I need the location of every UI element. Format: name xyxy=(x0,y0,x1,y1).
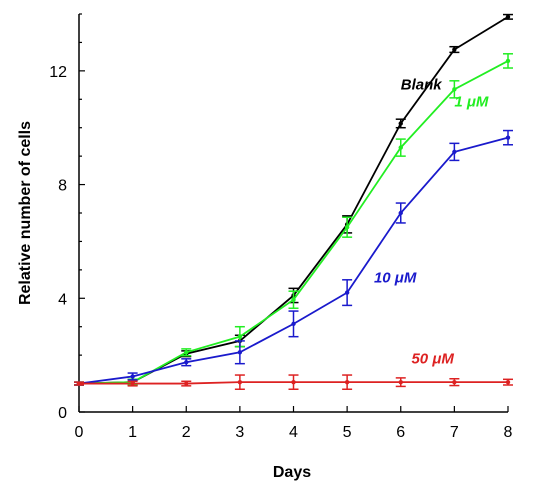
data-point xyxy=(237,350,243,355)
x-tick-label: 6 xyxy=(396,424,405,441)
data-point xyxy=(452,379,457,385)
series-label: Blank xyxy=(401,76,443,93)
data-point xyxy=(505,135,511,140)
data-point xyxy=(398,145,403,150)
data-point xyxy=(291,321,296,327)
series-4 xyxy=(74,374,513,391)
series-layer xyxy=(74,13,513,391)
x-tick-label: 3 xyxy=(235,424,244,441)
x-tick-label: 7 xyxy=(450,424,459,441)
data-point xyxy=(237,379,243,385)
y-tick-label: 12 xyxy=(49,64,67,81)
data-point xyxy=(452,87,457,92)
data-point xyxy=(184,381,189,386)
data-point xyxy=(291,297,296,302)
data-point xyxy=(344,225,350,230)
data-point xyxy=(130,381,135,386)
data-point xyxy=(344,379,350,385)
y-tick-label: 0 xyxy=(58,405,67,422)
series-line xyxy=(78,136,509,385)
data-point xyxy=(505,379,511,385)
data-point xyxy=(130,374,135,379)
data-point xyxy=(398,379,403,385)
x-tick-label: 8 xyxy=(504,424,513,441)
x-tick-label: 2 xyxy=(182,424,191,441)
y-tick-label: 4 xyxy=(58,291,67,308)
data-point xyxy=(344,290,350,295)
data-point xyxy=(505,14,511,20)
data-point xyxy=(237,334,243,339)
series-labels: Blank 1 μM 10 μM 50 μM xyxy=(374,76,489,367)
y-tick-label: 8 xyxy=(58,178,67,195)
data-point xyxy=(184,350,189,355)
x-tick-label: 0 xyxy=(75,424,84,441)
series-label: 50 μM xyxy=(411,351,454,368)
data-point xyxy=(398,210,403,216)
y-axis-title: Relative number of cells xyxy=(17,121,34,305)
data-point xyxy=(452,47,457,52)
series-3 xyxy=(74,129,513,386)
x-axis-title: Days xyxy=(273,464,311,481)
data-point xyxy=(452,149,457,155)
x-tick-label: 5 xyxy=(343,424,352,441)
x-tick-label: 1 xyxy=(128,424,137,441)
series-label: 10 μM xyxy=(374,270,417,287)
data-point xyxy=(291,379,296,385)
data-point xyxy=(184,360,189,365)
data-point xyxy=(398,121,403,126)
series-label: 1 μM xyxy=(454,93,489,110)
data-point xyxy=(76,381,82,386)
data-point xyxy=(505,58,511,64)
x-tick-label: 4 xyxy=(289,424,298,441)
